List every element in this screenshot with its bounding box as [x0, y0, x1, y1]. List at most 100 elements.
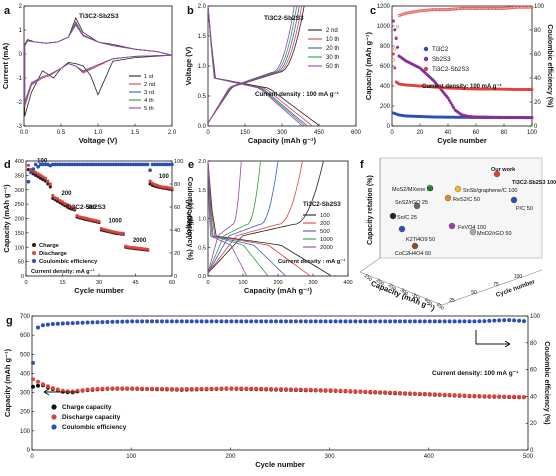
capacity-point [422, 391, 427, 396]
ce-point [288, 319, 293, 324]
ce-point [328, 319, 333, 324]
x-axis-title: Cycle number [437, 136, 487, 145]
legend-label: 10 th [326, 37, 339, 43]
rate-label: 1000 [108, 218, 122, 224]
legend-label: 20 th [326, 46, 339, 52]
ce-point [244, 319, 249, 324]
x-tick-label: 150 [240, 130, 251, 136]
ce-point [512, 318, 517, 323]
capacity-point [308, 387, 313, 392]
z-tick-label: 50 [471, 290, 477, 296]
y-tick-label: 0.0 [198, 274, 206, 280]
y-axis-title: Capacity retation (%) [367, 175, 374, 245]
legend-swatch [51, 404, 57, 410]
capacity-point [204, 386, 209, 391]
capacity-point [51, 193, 55, 198]
capacity-point [43, 179, 48, 183]
capacity-point [388, 390, 393, 395]
y2-axis-title: Coulombic efficiency (%) [543, 341, 550, 424]
capacity-point [427, 392, 432, 397]
capacity-point [163, 185, 167, 189]
capacity-point [135, 386, 140, 391]
ce-point [432, 319, 437, 324]
ce-point [398, 319, 402, 324]
y2-tick-label: 0 [534, 124, 538, 130]
ce-point [487, 318, 492, 323]
comparison-point [426, 184, 434, 192]
capacity-point [112, 230, 116, 234]
gcd-curve [207, 5, 300, 124]
ce-point [403, 12, 407, 16]
ce-point [119, 162, 123, 167]
capacity-point [234, 386, 239, 391]
capacity-point [133, 246, 138, 250]
ce-point [259, 319, 264, 324]
capacity-point [343, 388, 348, 393]
capacity-point [155, 183, 159, 187]
x-tick-label: 30 [96, 280, 102, 286]
capacity-point [160, 185, 164, 189]
gcd-curve [207, 160, 324, 274]
legend-label: 50 th [326, 64, 339, 70]
y2-tick-label: 60 [534, 52, 541, 58]
y2-tick-label: 0 [174, 274, 177, 280]
gcd-curve [207, 160, 310, 276]
ce-point [405, 11, 409, 15]
capacity-point [51, 196, 55, 200]
ce-point [358, 319, 363, 324]
x-tick-label: 0 [30, 454, 34, 460]
capacity-point [353, 389, 358, 394]
y2-axis-title: Coulombic efficiency (%) [546, 24, 553, 107]
ce-point [148, 168, 152, 172]
x-tick-label: 15 [59, 280, 65, 286]
ce-point [143, 162, 147, 167]
capacity-point [77, 215, 82, 219]
y-tick-label: 0.0 [198, 124, 207, 130]
capacity-point [36, 172, 40, 176]
ce-point [92, 162, 96, 167]
y2-tick-label: 40 [534, 76, 541, 82]
y2-tick-label: 0 [530, 448, 534, 454]
capacity-point [120, 386, 125, 391]
capacity-point [184, 387, 189, 391]
x-tick-label: 1.5 [131, 130, 140, 136]
ce-point [165, 162, 169, 167]
ce-point [204, 319, 209, 324]
capacity-point [164, 386, 169, 391]
y-tick-label: -3 [17, 124, 23, 130]
capacity-point [449, 101, 453, 105]
capacity-point [293, 387, 298, 392]
z-tick-label: 100 [514, 274, 523, 280]
x-tick-label: 300 [277, 130, 288, 136]
capacity-point [492, 394, 497, 399]
plot-background [379, 157, 543, 259]
comparison-point [454, 185, 462, 193]
capacity-point [39, 173, 43, 177]
capacity-point [46, 179, 50, 183]
ce-point [417, 319, 422, 324]
capacity-point [45, 384, 50, 389]
ce-point [398, 13, 402, 17]
point-label: K2Ti4O9 50 [406, 237, 435, 243]
capacity-point [174, 387, 179, 392]
capacity-point [107, 229, 111, 233]
ce-point [131, 162, 135, 167]
capacity-point [109, 229, 113, 233]
capacity-point [530, 116, 534, 120]
ce-point [529, 5, 533, 9]
ce-point [29, 170, 33, 175]
x-tick-label: 400 [343, 280, 352, 286]
capacity-point [90, 387, 95, 392]
capacity-point [199, 386, 204, 391]
x-tick-label: 350 [411, 292, 421, 302]
rate-label: 100 [37, 158, 48, 164]
annotation: Current density : 100 mA g⁻¹ [255, 91, 339, 98]
x-tick-label: 0.5 [57, 130, 66, 136]
capacity-point [318, 388, 323, 393]
capacity-point [472, 393, 477, 398]
chart-title: Ti3C2-Sb2S3 [303, 201, 341, 208]
ce-point [323, 319, 328, 324]
capacity-point [70, 206, 74, 210]
capacity-point [99, 227, 103, 231]
